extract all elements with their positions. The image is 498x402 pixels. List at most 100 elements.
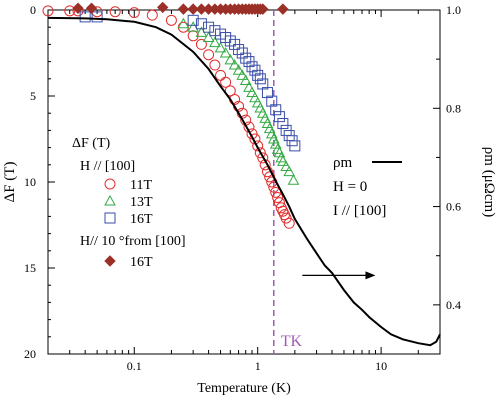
data-point-triangle [177, 17, 190, 29]
series-3 [72, 1, 289, 15]
legend-title-line2: H // [100] [80, 159, 135, 174]
data-point-square [233, 44, 245, 56]
data-point-triangle [277, 155, 289, 166]
y-right-tick-label: 0.4 [446, 298, 461, 312]
legend-marker-circle [104, 178, 116, 190]
y-right-tick-label: 1.0 [446, 3, 461, 17]
data-point-square [209, 25, 221, 37]
data-point-circle [177, 21, 189, 33]
y-left-tick-label: 15 [24, 261, 36, 275]
data-point-diamond [72, 2, 84, 14]
data-point-circle [165, 14, 177, 26]
data-point-circle [257, 152, 269, 164]
data-point-triangle [236, 69, 249, 80]
legend-marker-triangle [104, 194, 116, 206]
data-point-square [273, 111, 285, 123]
data-point-circle [195, 38, 207, 50]
data-point-square [246, 61, 258, 73]
data-point-circle [252, 140, 264, 152]
data-point-triangle [246, 86, 258, 98]
series-0 [42, 5, 295, 229]
series-2 [79, 11, 301, 152]
y-right-axis-ticks: 0.4 0.6 0.8 1.0 [433, 3, 461, 355]
data-point-diamond [85, 2, 98, 14]
data-point-square [187, 14, 199, 26]
data-point-square [91, 11, 103, 23]
data-point-triangle [243, 81, 255, 92]
data-point-triangle [249, 91, 261, 103]
arrow-annotation [302, 271, 376, 280]
data-point-circle [128, 7, 140, 19]
data-point-circle [209, 59, 221, 71]
data-point-triangle [232, 64, 245, 75]
data-point-square [224, 35, 236, 47]
data-point-triangle [283, 165, 296, 177]
rho-curve [47, 16, 441, 347]
data-point-circle [224, 85, 236, 97]
legend-label: 13T [130, 195, 153, 210]
legend-entries: 11T 13T 16T 16T [104, 178, 153, 270]
data-point-square [79, 11, 91, 23]
legend-label: 16T [130, 212, 153, 227]
y-right-tick-label: 0.8 [446, 101, 461, 115]
data-point-triangle [187, 21, 200, 32]
data-point-square [203, 21, 215, 33]
data-point-circle [215, 69, 227, 81]
data-point-triangle [228, 59, 241, 70]
data-point-diamond [257, 3, 269, 15]
data-point-circle [254, 147, 266, 159]
legend-group2-title: H// 10 °from [100] [80, 234, 186, 249]
data-point-circle [272, 191, 284, 203]
data-point-triangle [202, 31, 215, 43]
data-point-square [289, 140, 301, 152]
rho-legend-label: ρm [333, 155, 352, 171]
data-point-square [261, 87, 273, 99]
data-point-triangle [239, 74, 252, 86]
data-point-diamond [277, 3, 289, 15]
x-tick-label: 1 [255, 359, 261, 373]
y-left-axis-ticks: 0 5 10 15 20 [24, 3, 55, 361]
data-point-square [270, 104, 282, 116]
data-point-triangle [209, 36, 221, 48]
x-tick-label: 10 [375, 359, 387, 373]
y-right-axis-label: ρm (μΩcm) [481, 147, 497, 217]
data-point-triangle [287, 174, 300, 185]
data-point-diamond [157, 1, 169, 14]
data-point-square [266, 95, 278, 107]
data-point-circle [280, 212, 292, 224]
data-point-triangle [224, 53, 237, 65]
y-left-tick-label: 5 [30, 89, 36, 103]
legend-marker-diamond [104, 255, 116, 267]
data-point-circle [109, 6, 121, 18]
data-point-circle [42, 5, 54, 17]
arrow-head [365, 271, 376, 280]
data-point-square [195, 18, 207, 30]
y-left-tick-label: 0 [30, 3, 36, 17]
data-point-circle [203, 49, 215, 61]
rho-legend-line3: I // [100] [333, 203, 386, 219]
legend-marker-square [104, 212, 116, 224]
y-right-tick-label: 0.6 [446, 200, 461, 214]
data-point-diamond [177, 3, 190, 15]
x-axis-label: Temperature (K) [197, 381, 291, 396]
data-point-circle [283, 217, 295, 229]
series-4 [47, 16, 441, 347]
legend-label: 11T [130, 178, 152, 193]
series-layer [42, 1, 441, 347]
x-tick-label: 0.1 [127, 359, 142, 373]
data-point-circle [146, 9, 158, 21]
data-point-square [240, 52, 252, 64]
tk-label: TK [281, 333, 303, 350]
y-left-tick-label: 10 [24, 175, 36, 189]
data-point-triangle [219, 46, 232, 58]
data-point-circle [64, 5, 76, 17]
rho-legend-line2: H = 0 [333, 179, 367, 195]
legend-title-line1: ΔF (T) [72, 136, 111, 151]
data-point-square [277, 118, 289, 130]
data-point-circle [220, 76, 232, 88]
y-left-axis-label: ΔF (T) [2, 162, 18, 203]
data-point-triangle [214, 41, 227, 53]
legend-label: 16T [130, 255, 153, 270]
y-left-tick-label: 20 [24, 347, 36, 361]
